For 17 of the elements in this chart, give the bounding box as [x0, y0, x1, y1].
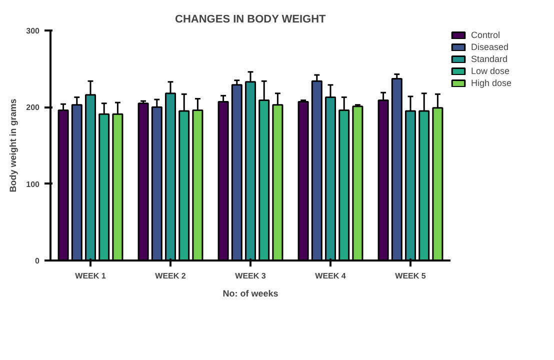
x-axis-title: No: of weeks: [222, 288, 278, 298]
x-tick-label: WEEK 4: [315, 272, 346, 280]
x-tick-label: WEEK 2: [155, 272, 186, 280]
x-tick-label: WEEK 1: [75, 272, 106, 280]
legend-label: Control: [471, 30, 500, 40]
chart-title: CHANGES IN BODY WEIGHT: [175, 14, 326, 26]
y-tick-label: 300: [26, 26, 40, 36]
legend-label: High dose: [471, 78, 512, 88]
y-tick-label: 100: [26, 180, 40, 189]
y-tick-label: 200: [26, 103, 40, 112]
legend-label: Diseased: [471, 42, 509, 52]
legend-label: Standard: [471, 54, 508, 64]
x-tick-label: WEEK 3: [235, 272, 266, 280]
y-tick-label: 0: [35, 256, 40, 266]
y-axis-title: Body weight in grams: [8, 98, 18, 192]
x-tick-label: WEEK 5: [395, 272, 426, 280]
legend-label: Low dose: [471, 66, 510, 76]
